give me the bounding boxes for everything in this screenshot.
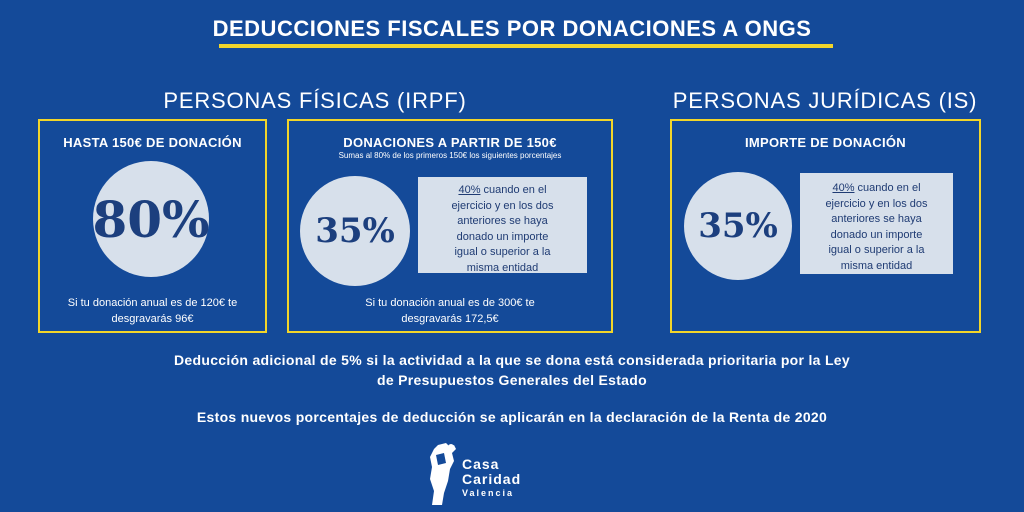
note-percent: 40% (832, 182, 855, 194)
box-heading: IMPORTE DE DONACIÓN (745, 135, 906, 150)
note-line: cuando en el (480, 184, 547, 196)
logo-line: Casa (462, 456, 500, 472)
section-heading-juridicas: PERSONAS JURÍDICAS (IS) (672, 88, 978, 113)
footer-note-renta: Estos nuevos porcentajes de deducción se… (196, 409, 828, 425)
note-line: cuando en el (854, 182, 921, 194)
example-line: desgravarás 96€ (111, 313, 194, 325)
page-title: DEDUCCIONES FISCALES POR DONACIONES A ON… (212, 16, 812, 41)
example-line: Si tu donación anual es de 120€ te (67, 297, 238, 309)
box-importe-donacion: IMPORTE DE DONACIÓN 35% 40% cuando en el… (670, 119, 981, 333)
note-line: igual o superior a la (454, 246, 551, 258)
logo-line: Caridad (462, 471, 522, 487)
percent-value: 35% (315, 211, 395, 251)
footer-note-deduccion: Deducción adicional de 5% si la activida… (0, 350, 1024, 390)
example-text: Si tu donación anual es de 300€ te desgr… (289, 295, 611, 327)
note-line: igual o superior a la (828, 244, 925, 256)
section-heading-fisicas: PERSONAS FÍSICAS (IRPF) (163, 88, 467, 113)
note-box: 40% cuando en el ejercicio y en los dos … (418, 177, 587, 274)
note-box: 40% cuando en el ejercicio y en los dos … (800, 173, 953, 274)
box-hasta-150: HASTA 150€ DE DONACIÓN 80% Si tu donació… (38, 119, 267, 333)
note-line: misma entidad (840, 259, 913, 272)
percent-circle: 35% (300, 176, 410, 286)
logo-line: Valencia (462, 488, 515, 498)
percent-circle: 80% (92, 161, 210, 277)
note-line: donado un importe (830, 228, 923, 241)
note-line: ejercicio y en los dos (825, 197, 928, 210)
example-line: Si tu donación anual es de 300€ te (365, 297, 535, 309)
note-line: ejercicio y en los dos (451, 199, 554, 212)
footer-line: de Presupuestos Generales del Estado (377, 372, 647, 388)
box-a-partir-150: DONACIONES A PARTIR DE 150€ Sumas al 80%… (287, 119, 613, 333)
note-line: anteriores se haya (457, 215, 548, 227)
box-subheading: Sumas al 80% de los primeros 150€ los si… (338, 151, 562, 160)
percent-value: 35% (698, 206, 778, 246)
box-heading: DONACIONES A PARTIR DE 150€ (343, 135, 557, 150)
note-line: donado un importe (456, 230, 549, 243)
logo-text: Casa Caridad Valencia (462, 457, 521, 499)
statue-icon (430, 443, 456, 505)
example-line: desgravarás 172,5€ (401, 313, 499, 325)
note-line: anteriores se haya (831, 213, 922, 225)
note-percent: 40% (458, 184, 481, 196)
note-line: misma entidad (466, 261, 539, 274)
box-heading: HASTA 150€ DE DONACIÓN (63, 135, 242, 150)
title-underline (219, 44, 833, 48)
logo: Casa Caridad Valencia (424, 441, 604, 507)
percent-value: 80% (92, 189, 210, 249)
footer-line: Deducción adicional de 5% si la activida… (174, 352, 850, 368)
percent-circle: 35% (684, 172, 792, 280)
example-text: Si tu donación anual es de 120€ te desgr… (40, 295, 265, 327)
